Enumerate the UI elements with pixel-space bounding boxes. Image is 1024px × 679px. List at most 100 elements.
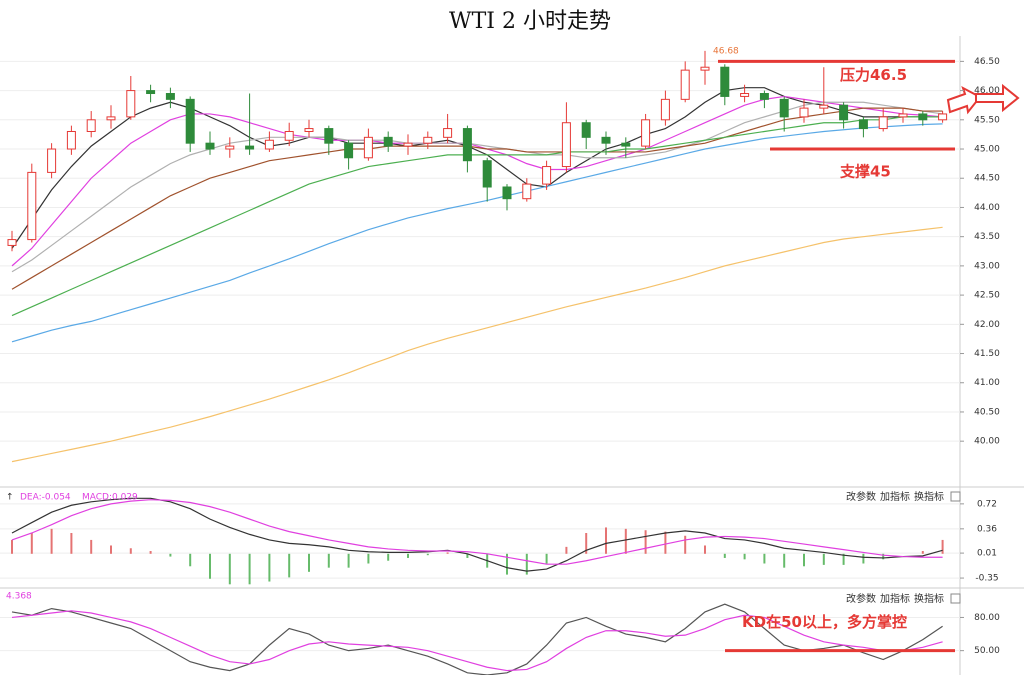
toolbar-button[interactable]: 加指标 bbox=[880, 490, 910, 503]
y-tick-label: 45.50 bbox=[974, 115, 1000, 125]
candle-body bbox=[621, 142, 631, 147]
y-tick-label: 0.36 bbox=[977, 524, 997, 534]
candle-body bbox=[47, 148, 57, 173]
candle-body bbox=[66, 130, 76, 150]
line-series bbox=[11, 610, 943, 672]
y-tick-label: 46.00 bbox=[974, 86, 1000, 96]
line-series bbox=[11, 226, 943, 463]
close-button[interactable] bbox=[950, 593, 961, 604]
arrow-icons bbox=[946, 83, 1020, 115]
annotation: KD在50以上，多方掌控 bbox=[742, 613, 907, 631]
candle-body bbox=[106, 116, 116, 121]
candle-body bbox=[700, 66, 710, 71]
y-tick-label: -0.35 bbox=[975, 574, 998, 584]
candle-body bbox=[839, 104, 849, 121]
line-series bbox=[11, 123, 943, 343]
line-series bbox=[11, 107, 943, 290]
chart-title: WTI 2 小时走势 bbox=[449, 9, 611, 34]
candle-body bbox=[284, 130, 294, 141]
y-tick-label: 0.72 bbox=[977, 499, 997, 509]
line-series bbox=[11, 95, 943, 267]
candle-body bbox=[304, 128, 314, 132]
candle-body bbox=[443, 128, 453, 138]
line-series bbox=[11, 499, 943, 565]
candle-body bbox=[205, 142, 215, 150]
candle-body bbox=[561, 122, 571, 168]
y-tick-label: 42.50 bbox=[974, 291, 1000, 301]
candle-body bbox=[641, 119, 651, 147]
candle-body bbox=[720, 66, 730, 97]
arrow-icon bbox=[946, 85, 982, 115]
candle-body bbox=[146, 90, 156, 95]
panel bbox=[0, 50, 960, 463]
candle-body bbox=[27, 171, 37, 241]
candle-body bbox=[185, 98, 195, 144]
toolbar-button[interactable]: 改参数 bbox=[846, 592, 876, 605]
panel bbox=[0, 497, 960, 585]
candle-body bbox=[858, 119, 868, 130]
candle-body bbox=[502, 186, 512, 200]
y-tick-label: 43.50 bbox=[974, 232, 1000, 242]
candle-body bbox=[759, 93, 769, 100]
candle-body bbox=[740, 93, 750, 97]
y-tick-label: 41.00 bbox=[974, 378, 1000, 388]
toolbar-button[interactable]: 换指标 bbox=[914, 490, 944, 503]
toolbar-button[interactable]: 加指标 bbox=[880, 592, 910, 605]
candle-body bbox=[660, 98, 670, 121]
y-tick-label: 46.50 bbox=[974, 57, 1000, 67]
candle-body bbox=[601, 136, 611, 144]
candle-body bbox=[86, 119, 96, 132]
annotation: 压力46.5 bbox=[840, 66, 907, 84]
y-tick-label: 41.50 bbox=[974, 349, 1000, 359]
candle-body bbox=[7, 239, 17, 246]
candle-body bbox=[462, 128, 472, 162]
candle-body bbox=[938, 113, 948, 121]
line-series bbox=[11, 497, 943, 572]
toolbar-button[interactable]: 换指标 bbox=[914, 592, 944, 605]
candle-body bbox=[581, 122, 591, 138]
candle-body bbox=[799, 107, 809, 118]
y-tick-label: 44.00 bbox=[974, 203, 1000, 213]
close-button[interactable] bbox=[950, 491, 961, 502]
indicator-label: MACD:0.029 bbox=[82, 493, 138, 503]
candle-body bbox=[878, 116, 888, 130]
candle-body bbox=[482, 160, 492, 188]
y-tick-label: 0.01 bbox=[977, 549, 997, 559]
candle-body bbox=[542, 166, 552, 185]
candle-body bbox=[245, 145, 255, 150]
peak-label: 46.68 bbox=[713, 46, 739, 56]
y-tick-label: 40.00 bbox=[974, 437, 1000, 447]
candle-body bbox=[165, 93, 175, 100]
toolbar-button[interactable]: 改参数 bbox=[846, 490, 876, 503]
indicator-label: DEA:-0.054 bbox=[20, 493, 71, 503]
y-tick-label: 43.00 bbox=[974, 261, 1000, 271]
y-tick-label: 44.50 bbox=[974, 174, 1000, 184]
candle-body bbox=[423, 136, 433, 144]
candle-body bbox=[898, 113, 908, 118]
y-tick-label: 42.00 bbox=[974, 320, 1000, 330]
candle-body bbox=[779, 98, 789, 118]
indicator-label: 4.368 bbox=[6, 592, 32, 602]
candle-body bbox=[324, 128, 334, 144]
candle-body bbox=[126, 90, 136, 118]
y-tick-label: 50.00 bbox=[974, 646, 1000, 656]
y-tick-label: 80.00 bbox=[974, 613, 1000, 623]
candle-body bbox=[918, 113, 928, 121]
candle-body bbox=[403, 142, 413, 147]
y-tick-label: 40.50 bbox=[974, 407, 1000, 417]
candle-body bbox=[819, 104, 829, 109]
indicator-arrow: ↑ bbox=[6, 493, 14, 503]
line-series bbox=[11, 603, 943, 675]
candle-body bbox=[680, 69, 690, 100]
candle-body bbox=[264, 139, 274, 150]
y-tick-label: 45.00 bbox=[974, 145, 1000, 155]
annotation: 支撑45 bbox=[839, 163, 891, 181]
line-series bbox=[11, 116, 943, 317]
candle-body bbox=[363, 136, 373, 159]
candle-body bbox=[383, 136, 393, 147]
candle-body bbox=[522, 183, 532, 200]
candle-body bbox=[225, 145, 235, 150]
candle-body bbox=[344, 142, 354, 159]
line-series bbox=[11, 101, 943, 273]
